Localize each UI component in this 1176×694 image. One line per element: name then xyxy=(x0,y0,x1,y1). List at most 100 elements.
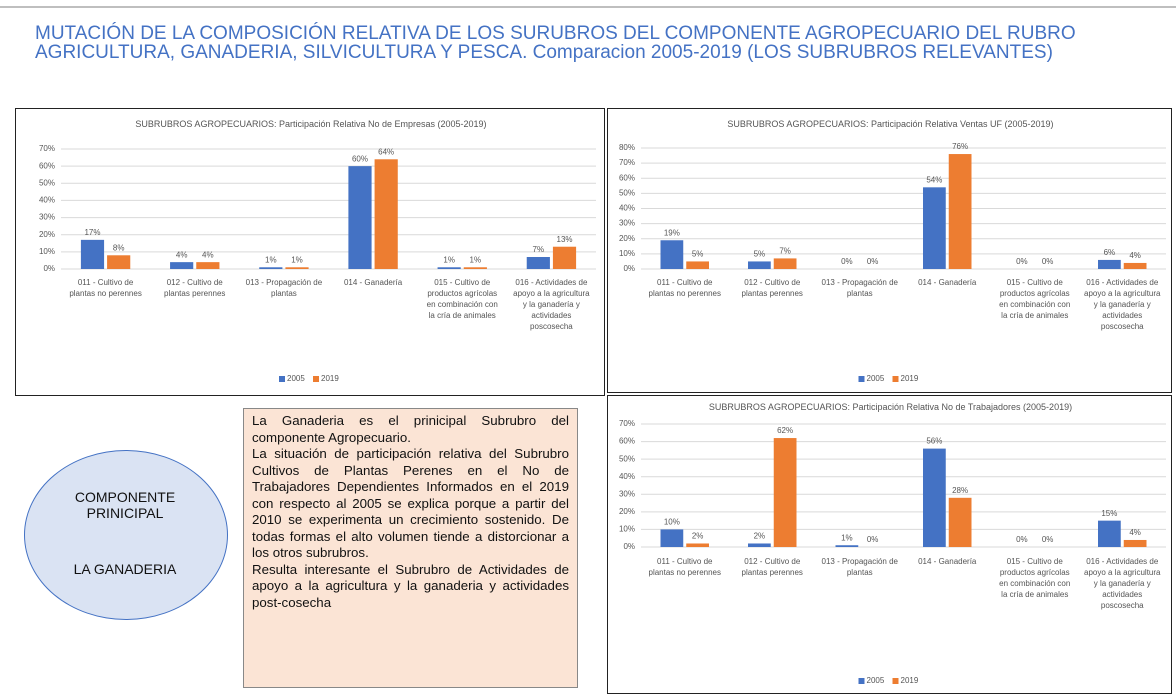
y-tick-label: 20% xyxy=(619,507,635,516)
data-label: 4% xyxy=(176,250,188,259)
bar xyxy=(437,267,461,269)
data-label: 5% xyxy=(754,250,766,259)
bar xyxy=(948,154,972,269)
y-tick-label: 10% xyxy=(619,249,635,258)
bar xyxy=(259,267,283,269)
data-label: 1% xyxy=(265,255,277,264)
paragraph: Resulta interesante el Subrubro de Activ… xyxy=(252,561,569,610)
bar xyxy=(748,261,771,269)
y-tick-label: 0% xyxy=(43,264,55,273)
legend-label: 2005 xyxy=(867,374,885,383)
text-box: La Ganaderia es el prinicipal Subrubro d… xyxy=(243,408,578,688)
chart-title: SUBRUBROS AGROPECUARIOS: Participación R… xyxy=(727,119,1054,129)
x-tick-label: 016 - Actividades de apoyo a la agricult… xyxy=(1084,278,1161,331)
data-label: 8% xyxy=(113,243,125,252)
x-tick-label: 015 - Cultivo de productos agrícolas en … xyxy=(426,278,498,320)
chart-canvas: 0% 10% 20% 30% 40% 50% 60% 70% 10% 2% 2% 62% 1% 0% 56%… xyxy=(619,419,1166,685)
data-label: 64% xyxy=(378,147,394,156)
data-label: 1% xyxy=(291,255,303,264)
y-tick-label: 30% xyxy=(619,489,635,498)
chart-canvas: 0% 10% 20% 30% 40% 50% 60% 70% 17% 8% 4% 4% 1% 1% 60% 6… xyxy=(39,144,596,383)
y-tick-label: 30% xyxy=(39,213,55,222)
paragraph: La Ganaderia es el prinicipal Subrubro d… xyxy=(252,413,569,445)
x-tick-label: 014 - Ganadería xyxy=(918,557,977,566)
data-label: 4% xyxy=(202,250,214,259)
y-tick-label: 70% xyxy=(619,419,635,428)
legend-swatch xyxy=(892,678,899,684)
x-tick-label: 016 - Actividades de apoyo a la agricult… xyxy=(513,278,590,331)
x-tick-label: 012 - Cultivo de plantas perennes xyxy=(741,278,803,298)
x-tick-label: 012 - Cultivo de plantas perennes xyxy=(164,278,226,298)
data-label: 0% xyxy=(1042,257,1054,266)
bar xyxy=(1123,539,1147,547)
bar xyxy=(686,261,709,269)
bar xyxy=(348,166,372,269)
divider xyxy=(0,6,1176,8)
data-label: 2% xyxy=(754,532,766,541)
bar xyxy=(835,545,859,547)
bar xyxy=(463,267,487,269)
y-tick-label: 50% xyxy=(39,178,55,187)
legend-swatch xyxy=(279,376,285,382)
chart: 0% 10% 20% 30% 40% 50% 60% 70% 80% 19% 5% 5% 7% 0% 0% 5… xyxy=(607,108,1172,393)
bar xyxy=(80,239,105,269)
bar xyxy=(1098,259,1121,269)
data-label: 1% xyxy=(470,255,482,264)
data-label: 28% xyxy=(952,486,968,495)
bar xyxy=(107,255,131,269)
data-label: 5% xyxy=(692,250,704,259)
legend-label: 2019 xyxy=(321,374,339,383)
legend-swatch xyxy=(858,376,865,382)
data-label: 0% xyxy=(867,535,879,544)
bar xyxy=(773,438,797,547)
data-label: 10% xyxy=(664,518,680,527)
y-tick-label: 10% xyxy=(619,525,635,534)
data-label: 1% xyxy=(841,533,853,542)
bar xyxy=(923,448,946,547)
data-label: 62% xyxy=(777,426,793,435)
x-tick-label: 014 - Ganadería xyxy=(918,278,977,287)
data-label: 54% xyxy=(926,175,942,184)
y-tick-label: 40% xyxy=(619,472,635,481)
x-tick-label: 015 - Cultivo de productos agrícolas en … xyxy=(999,278,1071,320)
data-label: 15% xyxy=(1101,509,1117,518)
data-label: 4% xyxy=(1129,251,1141,260)
y-tick-label: 0% xyxy=(623,264,635,273)
y-tick-label: 70% xyxy=(619,158,635,167)
slide-title: MUTACIÓN DE LA COMPOSICIÓN RELATIVA DE L… xyxy=(35,23,1076,63)
circle-text: COMPONENTE PRINICIPAL xyxy=(74,489,176,521)
bar xyxy=(660,240,684,269)
y-tick-label: 20% xyxy=(619,234,635,243)
paragraph: La situación de participación relativa d… xyxy=(252,446,569,560)
chart-title: SUBRUBROS AGROPECUARIOS: Participación R… xyxy=(135,119,487,129)
x-tick-label: 013 - Propagación de plantas xyxy=(245,278,323,298)
data-label: 7% xyxy=(779,247,791,256)
data-label: 7% xyxy=(533,245,545,254)
chart-canvas: 0% 10% 20% 30% 40% 50% 60% 70% 80% 19% 5% 5% 7% 0% 0% 5… xyxy=(619,142,1166,383)
legend-swatch xyxy=(313,376,319,382)
chart: 0% 10% 20% 30% 40% 50% 60% 70% 10% 2% 2% 62% 1% 0% 56%… xyxy=(607,395,1172,694)
bar xyxy=(196,262,220,269)
data-label: 2% xyxy=(692,532,704,541)
data-label: 76% xyxy=(952,142,968,151)
bar xyxy=(285,267,309,269)
bar xyxy=(374,159,398,269)
bar xyxy=(948,497,972,547)
bar xyxy=(773,258,797,269)
legend-label: 2005 xyxy=(287,374,305,383)
y-tick-label: 50% xyxy=(619,454,635,463)
data-label: 0% xyxy=(1016,257,1028,266)
y-tick-label: 40% xyxy=(39,196,55,205)
x-tick-label: 013 - Propagación de plantas xyxy=(821,557,899,577)
x-tick-label: 011 - Cultivo de plantas no perennes xyxy=(648,557,722,577)
x-tick-label: 014 - Ganadería xyxy=(343,278,403,287)
data-label: 4% xyxy=(1129,528,1141,537)
data-label: 13% xyxy=(557,235,573,244)
y-tick-label: 10% xyxy=(39,247,55,256)
bar xyxy=(170,262,194,269)
data-label: 1% xyxy=(443,255,455,264)
chart: 0% 10% 20% 30% 40% 50% 60% 70% 17% 8% 4% 4% 1% 1% 60% 6… xyxy=(15,108,605,396)
legend-label: 2019 xyxy=(901,676,919,685)
y-tick-label: 60% xyxy=(39,161,55,170)
